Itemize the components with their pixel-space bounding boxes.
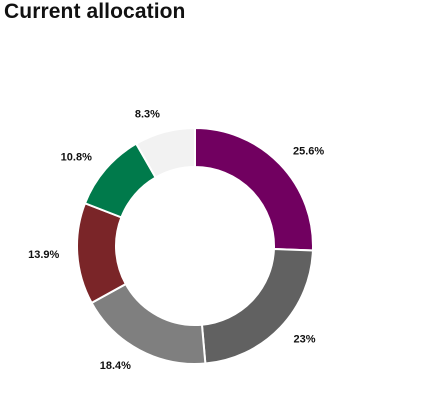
donut-labels: 25.6% 23% 18.4% 13.9% 10.8% 8.3% [28,109,324,372]
donut-slices [76,126,314,365]
donut-slice-6[interactable] [134,126,196,179]
slice-label-2: 23% [294,334,316,346]
slice-label-5: 10.8% [61,151,92,163]
slice-label-1: 25.6% [293,146,324,158]
donut-slice-2[interactable] [200,247,314,365]
donut-slice-4[interactable] [76,201,128,305]
slice-label-3: 18.4% [100,360,131,372]
slice-label-6: 8.3% [135,109,160,121]
donut-slice-3[interactable] [90,282,207,365]
chart-title: Current allocation [4,0,186,23]
slice-label-4: 13.9% [28,249,59,261]
